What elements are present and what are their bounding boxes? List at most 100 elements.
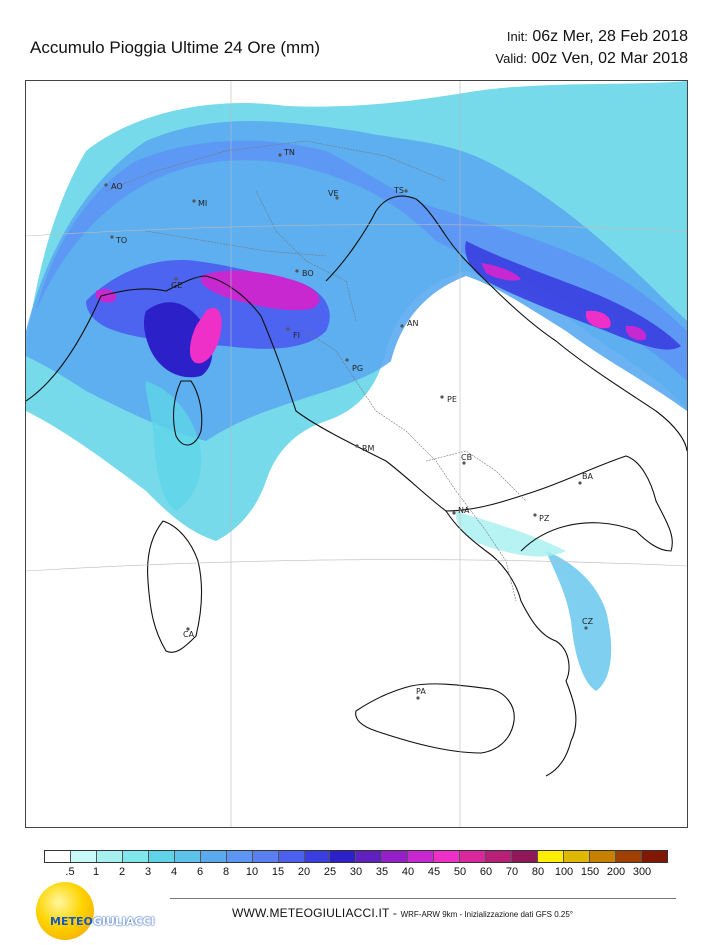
precipitation-map: AO TO MI TN VE TS GE BO FI AN PG PE RM C… [25,80,688,828]
city-marker-tn: TN [278,148,295,157]
legend-swatch [382,851,409,862]
map-svg: AO TO MI TN VE TS GE BO FI AN PG PE RM C… [26,81,687,827]
logo: METEOGIULIACCI [36,882,166,940]
legend-tick-label: 45 [427,866,441,878]
city-markers: AO TO MI TN VE TS GE BO FI AN PG PE RM C… [104,148,594,700]
legend-tick-label: 2 [118,866,126,878]
run-info: Init: 06z Mer, 28 Feb 2018 Valid: 00z Ve… [495,26,688,70]
city-label-pz: PZ [539,514,550,523]
valid-label: Valid: [495,51,527,66]
city-label-cb: CB [461,453,472,462]
legend-tick-label: 3 [144,866,152,878]
legend-swatch [615,851,642,862]
city-label-an: AN [407,319,418,328]
city-marker-rm: RM [355,444,375,453]
legend-swatch [434,851,461,862]
legend-swatch [45,851,71,862]
legend: .5 1 2 3 4 6 8 10 15 20 25 30 35 40 45 50 60 70 80 100 150 20… [44,850,668,879]
legend-tick-label: 60 [479,866,493,878]
city-label-to: TO [115,236,127,245]
init-label: Init: [506,29,528,44]
city-marker-ao: AO [104,182,123,191]
city-label-mi: MI [198,199,207,208]
footer-info: WRF-ARW 9km - Inizializzazione dati GFS … [400,910,574,919]
legend-swatch [252,851,279,862]
legend-tick-label: 4 [170,866,178,878]
legend-swatch [70,851,97,862]
footer-site: WWW.METEOGIULIACCI.IT - [232,906,401,920]
city-label-rm: RM [362,444,375,453]
city-label-pa: PA [416,687,426,696]
city-marker-pz: PZ [533,513,550,523]
city-label-bo: BO [302,269,314,278]
legend-swatch [641,851,667,862]
city-marker-ve: VE [328,189,339,200]
legend-tick-label: 80 [531,866,545,878]
city-label-fi: FI [293,331,300,340]
legend-swatch [460,851,487,862]
city-marker-mi: MI [192,199,207,208]
legend-tick-label: 1 [92,866,100,878]
logo-text: METEOGIULIACCI [50,915,155,928]
legend-swatch [564,851,591,862]
legend-swatch [226,851,253,862]
city-marker-cz: CZ [582,617,594,630]
legend-swatch [174,851,201,862]
city-marker-cb: CB [461,453,472,465]
footer-divider [170,898,676,899]
legend-swatch [512,851,539,862]
legend-tick-label: 15 [271,866,285,878]
legend-tick-label: 6 [196,866,204,878]
city-label-ca: CA [183,630,195,639]
legend-swatch [590,851,616,862]
city-marker-ge: GE [171,277,182,290]
city-marker-fi: FI [286,327,300,340]
legend-swatch [356,851,383,862]
legend-tick-label: 10 [245,866,259,878]
region-borders [105,140,527,602]
logo-sun-icon [36,882,94,940]
city-label-cz: CZ [582,617,594,626]
city-marker-an: AN [400,319,418,328]
legend-swatch [304,851,331,862]
legend-swatch [486,851,513,862]
legend-tick-label: 8 [222,866,230,878]
legend-labels: .5 1 2 3 4 6 8 10 15 20 25 30 35 40 45 50 60 70 80 100 150 20… [44,863,668,879]
city-marker-pg: PG [345,358,363,373]
legend-swatch [122,851,149,862]
city-marker-ca: CA [183,627,195,639]
legend-tick-label: 40 [401,866,415,878]
footer: WWW.METEOGIULIACCI.IT - WRF-ARW 9km - In… [232,906,573,920]
legend-tick-label: 150 [580,866,600,878]
legend-tick-label: 200 [606,866,626,878]
legend-swatch [408,851,435,862]
logo-part2: GIULIACCI [92,915,155,928]
logo-part1: METEO [50,915,93,928]
city-label-ao: AO [111,182,123,191]
city-label-pg: PG [352,364,363,373]
legend-swatch [96,851,123,862]
graticule [26,81,687,827]
legend-colorbar [44,850,668,863]
city-marker-pe: PE [440,395,457,404]
legend-swatch [278,851,305,862]
legend-swatch [200,851,227,862]
legend-tick-label: 70 [505,866,519,878]
legend-tick-label: 35 [375,866,389,878]
city-marker-pa: PA [416,687,426,700]
city-marker-ba: BA [578,472,593,485]
init-value: 06z Mer, 28 Feb 2018 [532,28,688,45]
city-label-na: NA [458,506,470,515]
coastlines [26,195,687,777]
city-marker-to: TO [110,235,127,245]
city-label-pe: PE [447,395,457,404]
legend-tick-label: 30 [349,866,363,878]
legend-swatch [538,851,565,862]
legend-swatch [148,851,175,862]
valid-value: 00z Ven, 02 Mar 2018 [531,50,688,67]
city-label-ve: VE [328,189,339,198]
legend-tick-label: 100 [554,866,574,878]
legend-tick-label: 25 [323,866,337,878]
map-title: Accumulo Pioggia Ultime 24 Ore (mm) [30,38,321,57]
legend-tick-label: .5 [65,866,75,878]
